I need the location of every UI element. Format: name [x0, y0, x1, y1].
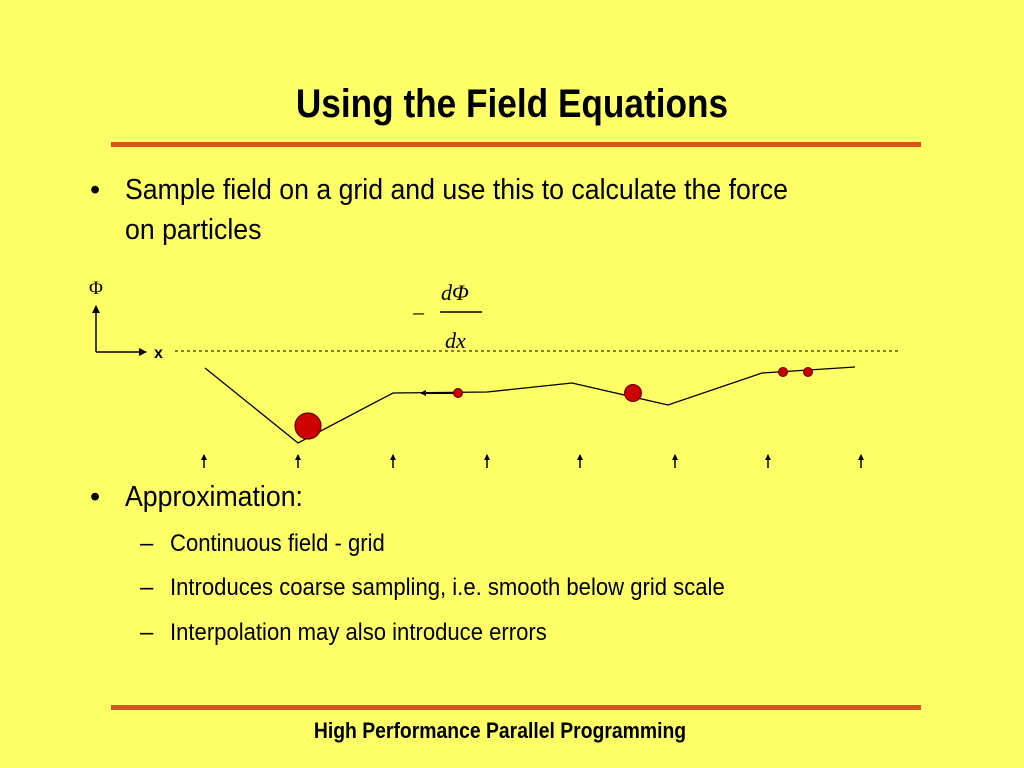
- y-axis-label: Φ: [89, 278, 103, 299]
- particle-small: [453, 388, 463, 398]
- formula-minus: –: [412, 299, 425, 324]
- sub-bullet-text: Interpolation may also introduce errors: [170, 619, 547, 646]
- sub-bullet-text: Continuous field - grid: [170, 530, 385, 557]
- slide-title: Using the Field Equations: [295, 82, 729, 126]
- grid-point-arrows: [201, 454, 864, 468]
- bullet-text: Approximation:: [125, 481, 303, 513]
- bullet-dot: •: [90, 174, 101, 206]
- sub-bullet-text: Introduces coarse sampling, i.e. smooth …: [170, 574, 725, 601]
- sub-bullet-dash: –: [140, 530, 154, 557]
- formula-denominator: dx: [445, 328, 466, 353]
- slide-footer: High Performance Parallel Programming: [313, 718, 687, 743]
- bullet-dot: •: [90, 481, 101, 513]
- bullet-text-line1: Sample field on a grid and use this to c…: [125, 174, 788, 206]
- particle-medium: [624, 384, 642, 402]
- bullet-text-line2: on particles: [125, 214, 262, 246]
- x-axis-label: x: [154, 345, 163, 362]
- particle-large: [294, 412, 322, 440]
- formula-numerator: dΦ: [441, 280, 469, 305]
- title-rule: [111, 142, 921, 147]
- footer-rule: [111, 705, 921, 710]
- sub-bullet-dash: –: [140, 574, 154, 601]
- particle-small: [778, 367, 788, 377]
- sub-bullet-dash: –: [140, 619, 154, 646]
- particle-small: [803, 367, 813, 377]
